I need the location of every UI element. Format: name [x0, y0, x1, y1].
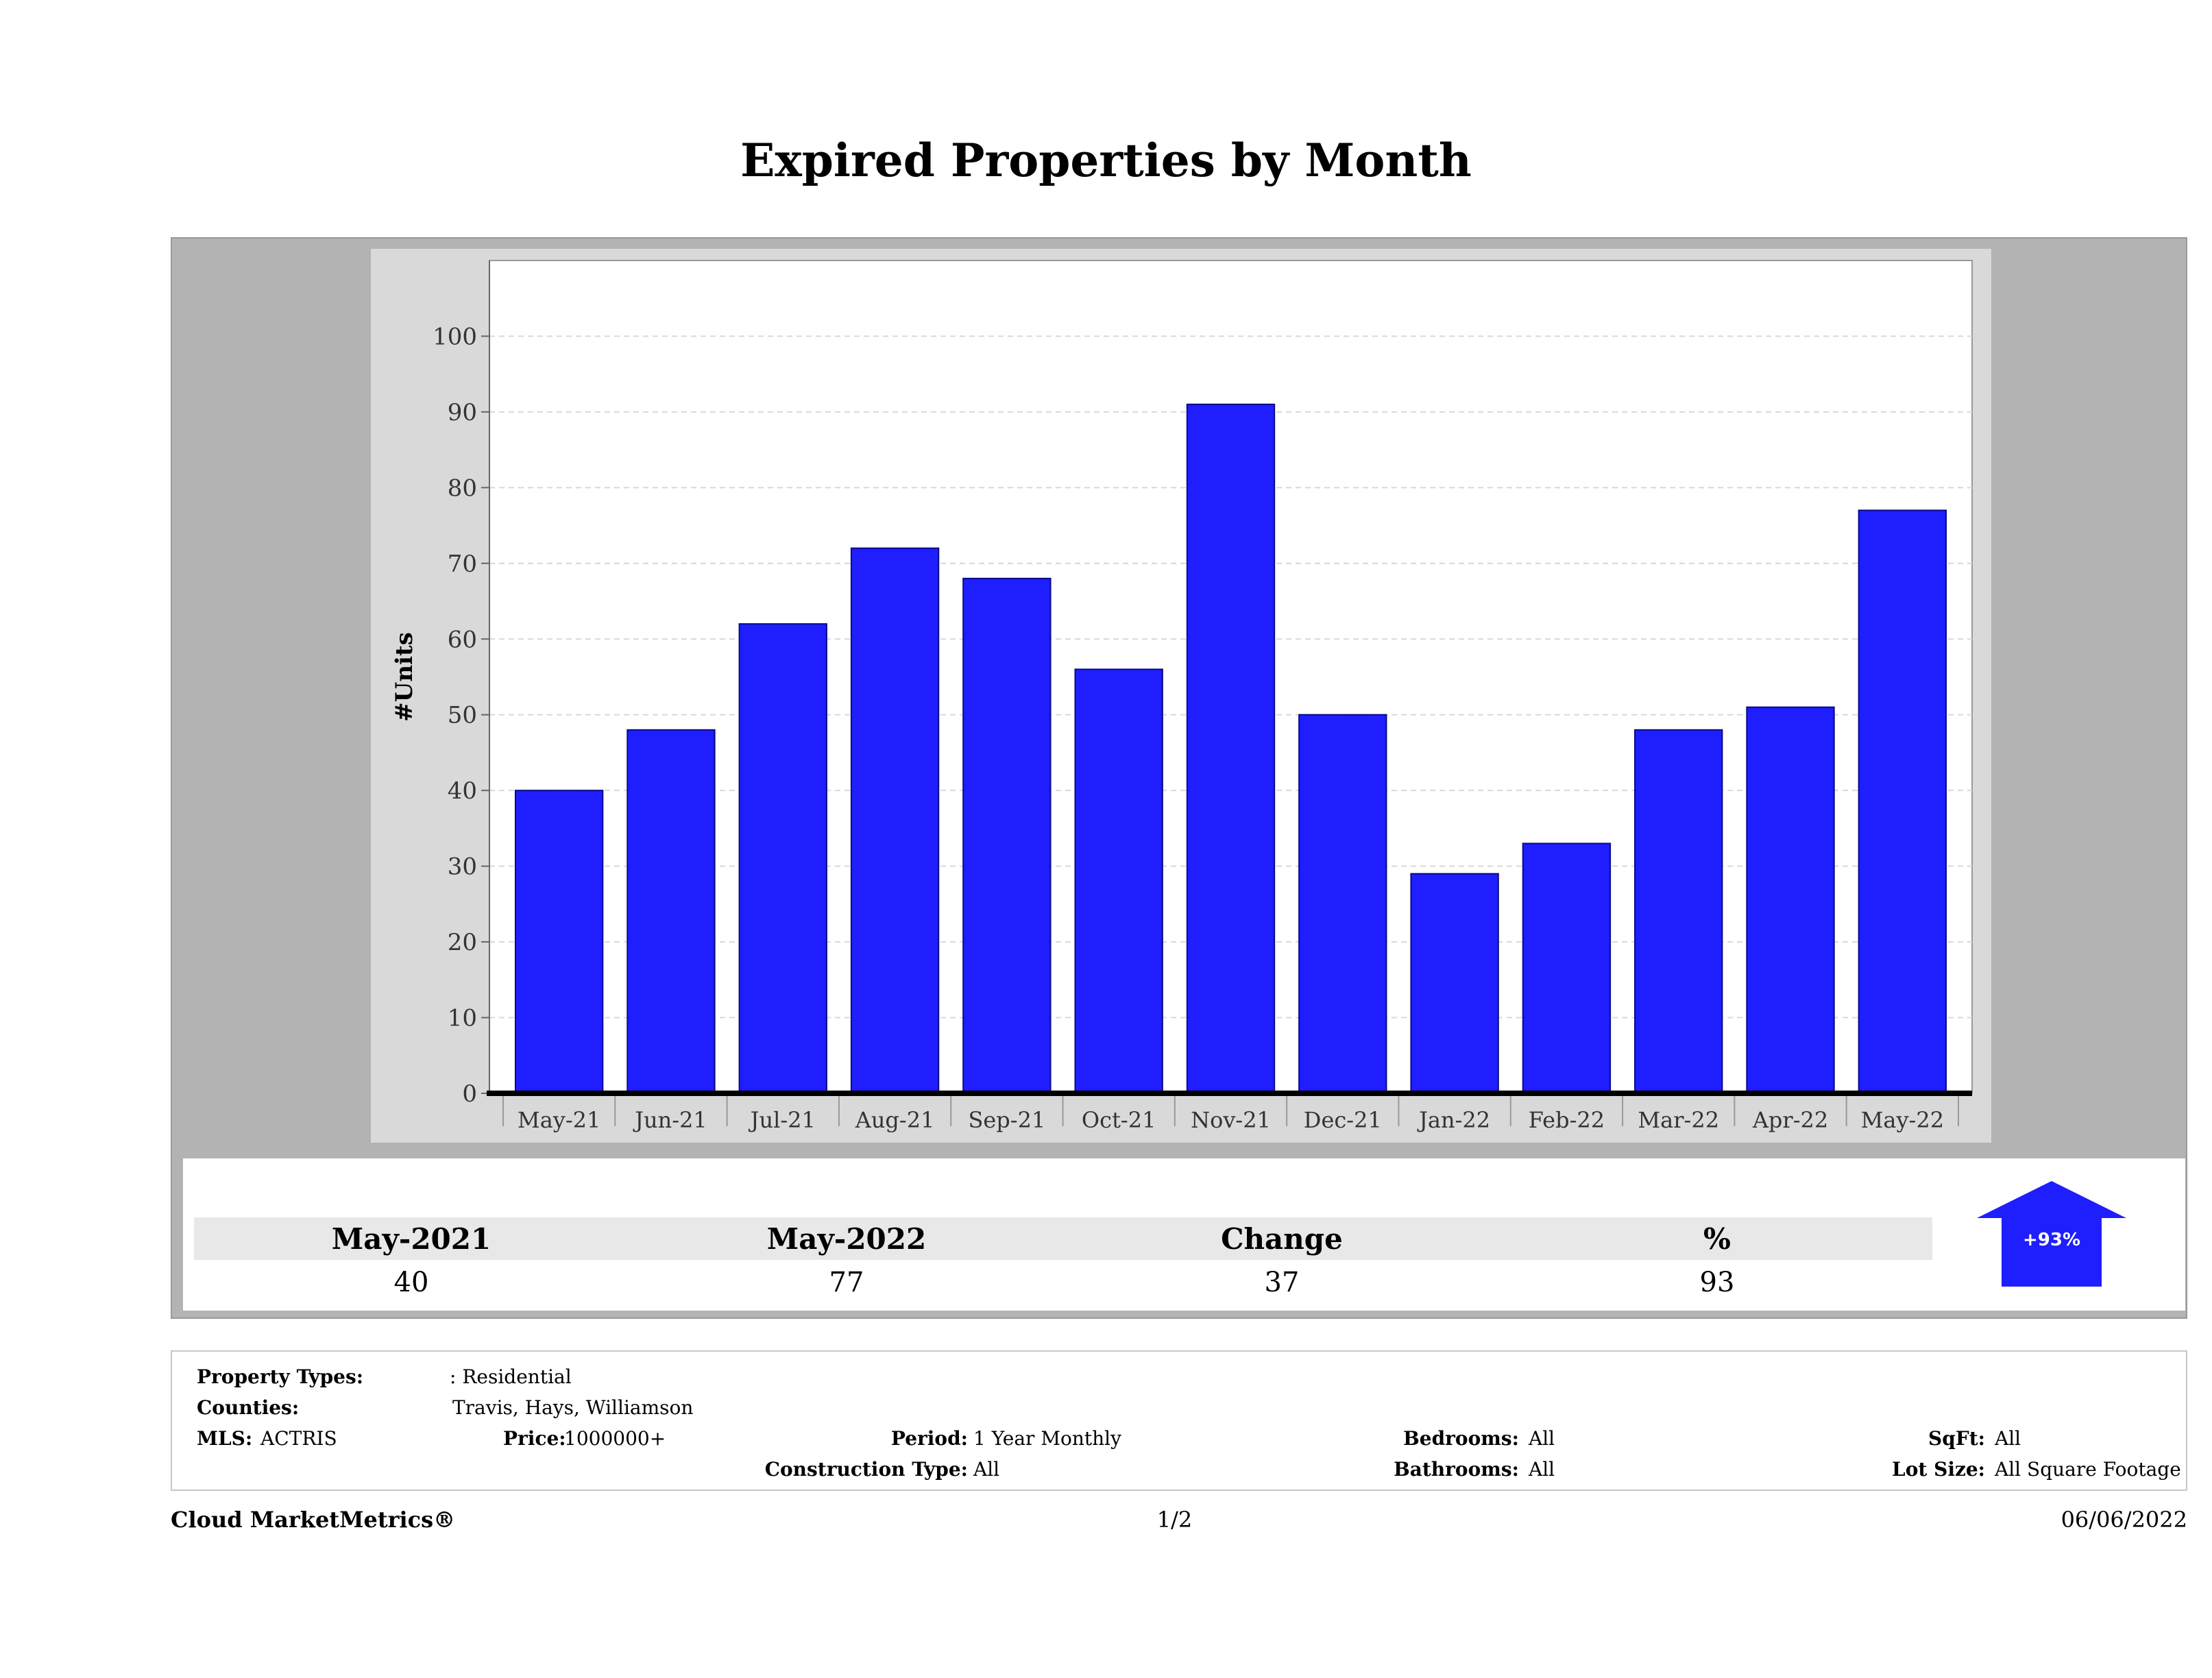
summary-header-percent: %: [1703, 1222, 1731, 1256]
up-arrow-icon: +93%: [1977, 1181, 2126, 1287]
y-tick-label: 30: [448, 853, 477, 881]
x-tick-label: Mar-22: [1638, 1107, 1719, 1133]
y-tick-label: 20: [448, 929, 477, 956]
price-label: Price:: [503, 1427, 566, 1450]
mls-value: ACTRIS: [260, 1427, 337, 1450]
y-tick-label: 60: [448, 626, 477, 653]
summary-value-percent: 93: [1699, 1267, 1735, 1298]
x-tick-label: Jul-21: [749, 1107, 816, 1133]
bar: [1634, 729, 1723, 1094]
x-tick-label: Apr-22: [1752, 1107, 1828, 1133]
bar: [514, 790, 604, 1094]
page-title: Expired Properties by Month: [740, 134, 1472, 187]
bar: [1074, 668, 1163, 1094]
summary-header-band: [194, 1170, 1932, 1215]
y-tick-label: 0: [462, 1080, 477, 1108]
bar: [738, 623, 827, 1094]
up-arrow-shape: [1977, 1181, 2126, 1287]
sqft-label: SqFt:: [1928, 1427, 1985, 1450]
change-badge-text: +93%: [2023, 1230, 2080, 1250]
summary-header-start: May-2021: [331, 1222, 491, 1256]
bar: [1410, 873, 1499, 1094]
summary-header-end: May-2022: [766, 1222, 927, 1256]
bar: [1298, 714, 1387, 1094]
price-value: 1000000+: [564, 1427, 666, 1450]
summary-header-change: Change: [1221, 1222, 1343, 1256]
bedrooms-value: All: [1529, 1427, 1555, 1450]
bar: [1858, 509, 1947, 1094]
filters-panel: [171, 1350, 2187, 1491]
bar: [627, 729, 716, 1094]
y-tick-label: 70: [448, 550, 477, 578]
y-tick-label: 10: [448, 1005, 477, 1032]
bedrooms-label: Bedrooms:: [1403, 1427, 1519, 1450]
x-tick-label: Jun-21: [633, 1107, 707, 1133]
bar: [962, 577, 1052, 1094]
summary-value-start: 40: [393, 1267, 429, 1298]
counties-value: Travis, Hays, Williamson: [452, 1396, 694, 1419]
bathrooms-label: Bathrooms:: [1394, 1458, 1519, 1481]
x-tick-label: Dec-21: [1304, 1107, 1382, 1133]
summary-values-row: [194, 1263, 1932, 1302]
counties-label: Counties:: [197, 1396, 300, 1419]
x-tick-label: May-21: [518, 1107, 600, 1133]
x-tick-label: Sep-21: [968, 1107, 1045, 1133]
property-types-value: : Residential: [450, 1365, 572, 1388]
y-axis-title: #Units: [391, 632, 418, 722]
page-number: 1/2: [1156, 1507, 1193, 1533]
summary-value-change: 37: [1264, 1267, 1300, 1298]
property-types-label: Property Types:: [197, 1365, 364, 1388]
summary-headers-row: [194, 1217, 1932, 1260]
x-tick-label: Jan-22: [1417, 1107, 1490, 1133]
lot-size-label: Lot Size:: [1892, 1458, 1985, 1481]
summary-value-end: 77: [829, 1267, 864, 1298]
y-tick-label: 80: [448, 474, 477, 502]
period-value: 1 Year Monthly: [973, 1427, 1121, 1450]
x-tick-label: Nov-21: [1191, 1107, 1271, 1133]
construction-value: All: [973, 1458, 1000, 1481]
construction-label: Construction Type:: [764, 1458, 968, 1481]
mls-label: MLS:: [197, 1427, 253, 1450]
bar-chart: 0 10 20 30 40 50 60 70 80 90 100 #Units May-21 Jun-21…: [391, 260, 1973, 1133]
period-label: Period:: [890, 1427, 968, 1450]
y-tick-label: 40: [448, 777, 477, 805]
bar: [1522, 842, 1612, 1094]
footer-date: 06/06/2022: [2061, 1507, 2187, 1533]
x-tick-label: Oct-21: [1082, 1107, 1156, 1133]
y-tick-label: 50: [448, 702, 477, 729]
change-indicator: +93%: [1960, 1170, 2143, 1300]
x-tick-label: May-22: [1861, 1107, 1944, 1133]
sqft-value: All: [1995, 1427, 2021, 1450]
footer-brand: Cloud MarketMetrics®: [171, 1507, 456, 1533]
bar: [850, 547, 940, 1094]
bathrooms-value: All: [1529, 1458, 1555, 1481]
x-tick-label: Aug-21: [855, 1107, 935, 1133]
bar: [1746, 706, 1835, 1094]
y-tick-label: 90: [448, 399, 477, 426]
lot-size-value: All Square Footage: [1995, 1458, 2181, 1481]
bar: [1186, 403, 1276, 1094]
y-tick-label: 100: [433, 323, 477, 350]
x-tick-label: Feb-22: [1529, 1107, 1605, 1133]
